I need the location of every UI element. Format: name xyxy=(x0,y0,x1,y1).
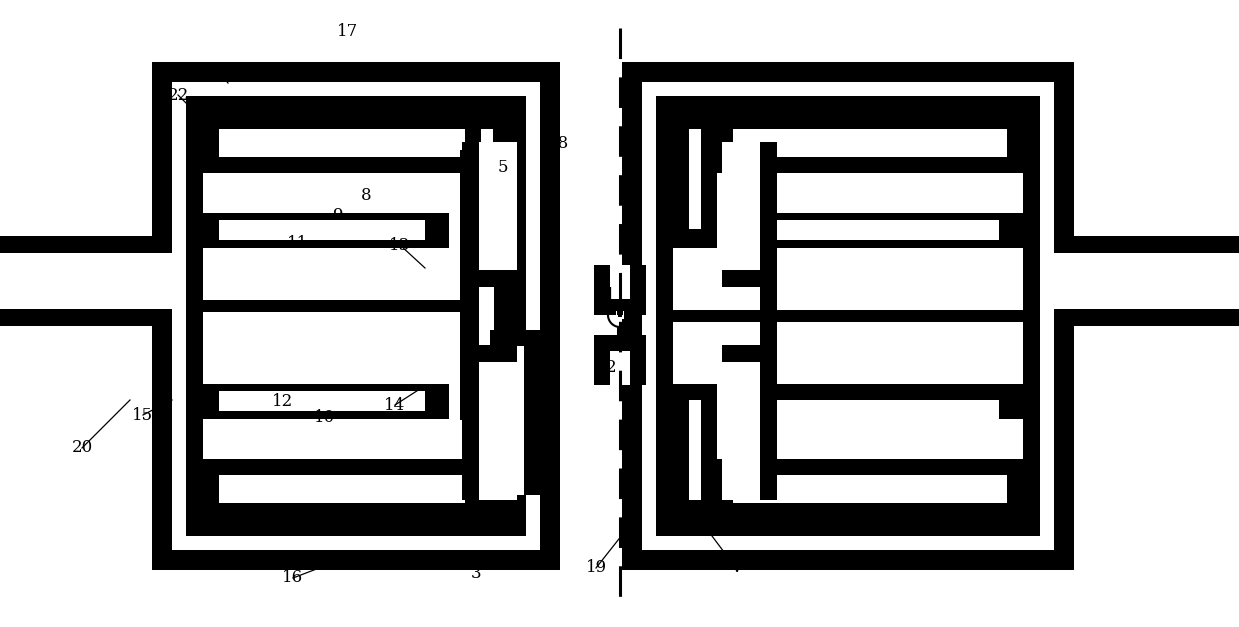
Bar xyxy=(219,391,425,411)
Bar xyxy=(722,142,777,287)
Bar xyxy=(0,236,172,326)
Bar xyxy=(0,253,172,309)
Bar xyxy=(1054,253,1239,309)
Bar xyxy=(733,475,1007,503)
Text: 22: 22 xyxy=(167,87,188,103)
Text: V: V xyxy=(730,559,742,576)
Bar xyxy=(186,96,527,536)
Bar xyxy=(722,142,760,270)
Bar xyxy=(219,220,425,240)
Bar xyxy=(673,113,717,248)
Text: 3: 3 xyxy=(471,566,481,582)
Text: 5: 5 xyxy=(498,159,508,176)
Bar xyxy=(622,62,1074,570)
Bar xyxy=(642,82,1054,550)
Bar xyxy=(760,270,777,362)
Bar xyxy=(460,150,510,420)
Bar xyxy=(733,384,1023,419)
Bar xyxy=(593,265,646,315)
Text: 13: 13 xyxy=(389,236,410,253)
Text: 11: 11 xyxy=(287,234,309,251)
Bar xyxy=(481,400,493,500)
Bar xyxy=(219,475,465,503)
Bar xyxy=(673,459,1023,519)
Bar xyxy=(203,300,509,312)
Bar xyxy=(673,310,1023,322)
Bar xyxy=(750,220,999,240)
Text: 2: 2 xyxy=(606,359,616,376)
Bar xyxy=(465,113,509,248)
Bar xyxy=(203,459,509,519)
Bar xyxy=(733,213,1023,248)
Bar xyxy=(750,400,999,420)
Bar xyxy=(1054,236,1239,326)
Bar xyxy=(673,384,717,519)
Bar xyxy=(722,345,777,500)
Bar xyxy=(506,346,524,495)
Bar xyxy=(479,362,517,500)
Bar xyxy=(655,96,1040,536)
Text: 21: 21 xyxy=(208,63,229,80)
Bar xyxy=(617,327,623,335)
Bar xyxy=(476,150,494,404)
Bar xyxy=(152,62,560,570)
Text: 7: 7 xyxy=(467,339,478,357)
Text: 17: 17 xyxy=(337,23,358,41)
Bar xyxy=(203,113,509,519)
Text: 16: 16 xyxy=(282,569,304,586)
Text: 12: 12 xyxy=(273,394,294,411)
Bar xyxy=(172,82,540,550)
Text: 6: 6 xyxy=(462,224,472,241)
Text: 19: 19 xyxy=(586,559,607,576)
Bar xyxy=(481,129,493,229)
Text: 15: 15 xyxy=(133,406,154,423)
Bar xyxy=(0,253,152,309)
Text: 1: 1 xyxy=(605,287,616,303)
Bar xyxy=(689,129,701,229)
Bar xyxy=(219,129,465,157)
Bar xyxy=(616,311,624,319)
Text: 18: 18 xyxy=(549,135,570,152)
Text: 10: 10 xyxy=(315,409,336,426)
Bar xyxy=(479,142,517,270)
Bar xyxy=(689,400,701,500)
Bar xyxy=(617,303,623,315)
Bar xyxy=(462,270,479,362)
Bar xyxy=(489,330,540,495)
Bar xyxy=(479,415,489,445)
Bar xyxy=(462,142,517,287)
Text: 9: 9 xyxy=(333,206,343,223)
Bar xyxy=(618,313,622,317)
Bar xyxy=(203,384,449,419)
Text: 20: 20 xyxy=(72,440,93,456)
Bar xyxy=(465,384,509,519)
Text: 14: 14 xyxy=(384,396,405,413)
Bar xyxy=(203,113,509,173)
Bar xyxy=(203,213,449,248)
Bar xyxy=(673,113,1023,519)
Bar xyxy=(733,129,1007,157)
Bar xyxy=(673,113,1023,173)
Text: 8: 8 xyxy=(361,186,372,204)
Bar xyxy=(610,351,629,385)
Bar xyxy=(593,335,646,385)
Bar xyxy=(462,345,517,500)
Bar xyxy=(610,265,629,299)
Bar xyxy=(722,362,760,500)
Bar xyxy=(0,236,152,326)
Text: 4: 4 xyxy=(462,406,473,423)
